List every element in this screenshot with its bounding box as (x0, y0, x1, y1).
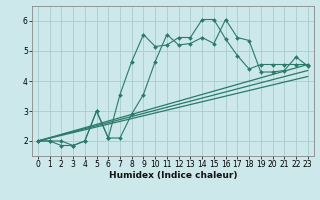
X-axis label: Humidex (Indice chaleur): Humidex (Indice chaleur) (108, 171, 237, 180)
